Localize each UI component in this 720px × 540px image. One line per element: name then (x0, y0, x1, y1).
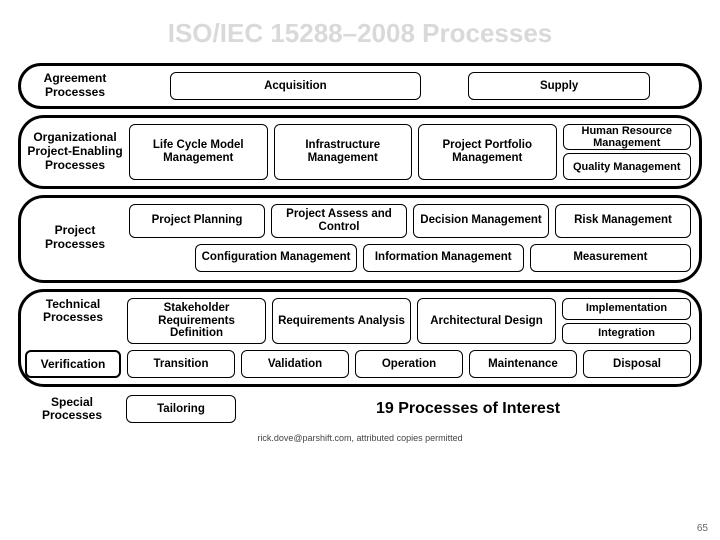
box-planning: Project Planning (129, 204, 265, 238)
box-decision: Decision Management (413, 204, 549, 238)
box-quality: Quality Management (563, 153, 692, 179)
footer-attribution: rick.dove@parshift.com, attributed copie… (18, 433, 702, 443)
box-risk: Risk Management (555, 204, 691, 238)
box-maintenance: Maintenance (469, 350, 577, 378)
box-tailoring: Tailoring (126, 395, 236, 423)
interest-text: 19 Processes of Interest (242, 395, 694, 423)
box-portfolio: Project Portfolio Management (418, 124, 557, 180)
box-validation: Validation (241, 350, 349, 378)
box-arch: Architectural Design (417, 298, 556, 345)
panel-technical: Technical Processes Stakeholder Requirem… (18, 289, 702, 388)
box-impl: Implementation (562, 298, 691, 320)
panel-special: Special Processes Tailoring 19 Processes… (18, 393, 702, 425)
panel-org: Organizational Project-Enabling Processe… (18, 115, 702, 189)
box-infra: Infrastructure Management (274, 124, 413, 180)
panel-agreement: Agreement Processes Acquisition Supply (18, 63, 702, 109)
box-supply: Supply (468, 72, 651, 100)
label-project: Project Processes (27, 224, 123, 252)
box-transition: Transition (127, 350, 235, 378)
page-title: ISO/IEC 15288–2008 Processes (18, 18, 702, 49)
box-stakeholder: Stakeholder Requirements Definition (127, 298, 266, 345)
box-disposal: Disposal (583, 350, 691, 378)
box-info: Information Management (363, 244, 524, 272)
box-meas: Measurement (530, 244, 691, 272)
label-org: Organizational Project-Enabling Processe… (27, 131, 123, 172)
box-lifecycle: Life Cycle Model Management (129, 124, 268, 180)
page-number: 65 (697, 523, 708, 534)
box-acquisition: Acquisition (170, 72, 422, 100)
box-operation: Operation (355, 350, 463, 378)
box-hrm: Human Resource Management (563, 124, 692, 150)
label-agreement: Agreement Processes (27, 72, 123, 100)
box-assess: Project Assess and Control (271, 204, 407, 238)
box-reqanalysis: Requirements Analysis (272, 298, 411, 345)
box-verification: Verification (25, 350, 121, 378)
label-special: Special Processes (24, 396, 120, 424)
box-config: Configuration Management (195, 244, 356, 272)
box-integ: Integration (562, 323, 691, 345)
panel-project: Project Processes Project Planning Proje… (18, 195, 702, 283)
label-technical: Technical Processes (25, 298, 121, 345)
